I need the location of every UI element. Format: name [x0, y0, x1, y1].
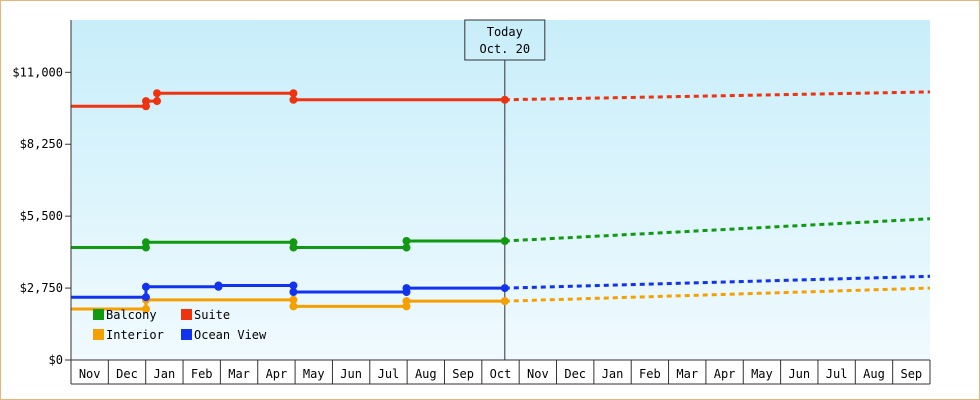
series-point-suite	[289, 95, 298, 104]
x-tick-label: Aug	[863, 367, 885, 381]
x-tick-label: Nov	[527, 367, 549, 381]
series-forecast-interior	[504, 286, 931, 303]
series-point-suite	[153, 97, 162, 106]
x-tick-label: Dec	[116, 367, 138, 381]
x-tick-label: Jul	[378, 367, 400, 381]
x-tick-label: Jan	[602, 367, 624, 381]
y-tick-label: $11,000	[12, 65, 63, 79]
series-forecast-ocean-view	[504, 274, 931, 290]
x-tick-label: Apr	[714, 367, 736, 381]
x-tick-label: Dec	[564, 367, 586, 381]
series-point-ocean-view	[214, 281, 223, 290]
legend-swatch-suite	[181, 309, 192, 320]
y-tick-label: $5,500	[20, 209, 63, 223]
series-point-suite	[153, 89, 162, 98]
series-forecast-balcony	[504, 217, 931, 243]
series-point-suite	[289, 89, 298, 98]
x-tick-label: Nov	[79, 367, 101, 381]
x-tick-label: Feb	[639, 367, 661, 381]
y-tick-label: $8,250	[20, 137, 63, 151]
legend-label-interior: Interior	[106, 328, 164, 342]
series-forecast-suite	[504, 90, 931, 102]
x-tick-label: Apr	[266, 367, 288, 381]
x-tick-label: Jan	[154, 367, 176, 381]
series-point-interior	[289, 295, 298, 304]
today-callout	[464, 19, 546, 61]
x-tick-label: Aug	[415, 367, 437, 381]
series-point-balcony	[289, 243, 298, 252]
x-tick-label: Feb	[191, 367, 213, 381]
x-tick-label: May	[751, 367, 773, 381]
x-tick-label: Jul	[826, 367, 848, 381]
series-point-balcony	[402, 243, 411, 252]
series-point-interior	[141, 305, 150, 313]
series-point-ocean-view	[289, 288, 298, 296]
series-point-interior	[402, 297, 411, 306]
legend-swatch-balcony	[93, 309, 104, 320]
x-tick-label: Sep	[452, 367, 474, 381]
legend-label-balcony: Balcony	[106, 308, 157, 322]
y-tick-label: $0	[49, 353, 63, 367]
series-point-interior	[289, 302, 298, 311]
series-point-balcony	[402, 237, 411, 245]
legend-swatch-interior	[93, 329, 104, 340]
x-tick-label: May	[303, 367, 325, 381]
x-tick-label: Oct	[490, 367, 512, 381]
legend-label-ocean-view: Ocean View	[194, 328, 267, 342]
legend-label-suite: Suite	[194, 308, 230, 322]
x-tick-label: Mar	[228, 367, 250, 381]
series-point-ocean-view	[402, 284, 411, 293]
x-tick-label: Jun	[788, 367, 810, 381]
y-tick-label: $2,750	[20, 281, 63, 295]
today-label: Today	[487, 25, 523, 39]
legend-swatch-ocean-view	[181, 329, 192, 340]
x-tick-label: Jun	[340, 367, 362, 381]
x-tick-label: Sep	[900, 367, 922, 381]
series-point-ocean-view	[141, 293, 150, 302]
x-tick-label: Mar	[676, 367, 698, 381]
series-point-ocean-view	[141, 282, 150, 291]
today-date: Oct. 20	[480, 42, 531, 56]
series-point-balcony	[141, 238, 150, 247]
series-point-suite	[141, 97, 150, 106]
series-point-ocean-view	[289, 281, 298, 290]
plot-background	[71, 20, 930, 360]
